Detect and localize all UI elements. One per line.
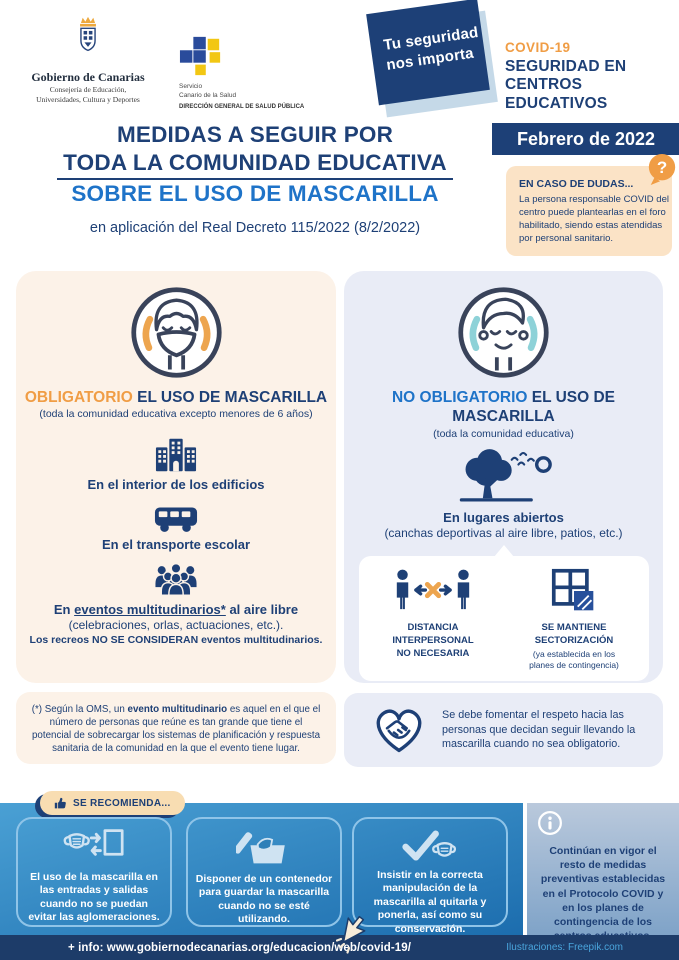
open-places-label: En lugares abiertos bbox=[443, 509, 564, 525]
footnote-post: es aquel en el que el número de personas… bbox=[31, 704, 321, 755]
not-mandatory-column: NO OBLIGATORIO EL USO DE MASCARILLA (tod… bbox=[344, 271, 663, 683]
se-recomienda-label: SE RECOMIENDA... bbox=[73, 797, 171, 809]
masked-face-icon bbox=[130, 287, 222, 378]
mandatory-item-transport: En el transporte escolar bbox=[101, 536, 251, 552]
doubts-body: La persona responsable COVID del centro … bbox=[519, 194, 669, 244]
protocol-info-text: Continúan en vigor el resto de medidas p… bbox=[540, 845, 666, 942]
health-logo-line1: Servicio bbox=[179, 83, 203, 90]
not-mandatory-accent: NO OBLIGATORIO bbox=[391, 389, 528, 406]
recommendation-box-handling: Insistir en la correcta manipulación de … bbox=[352, 817, 508, 935]
gov-logo-subtitle-2: Universidades, Cultura y Deportes bbox=[36, 94, 140, 104]
gov-logo-subtitle-1: Consejería de Educación, bbox=[49, 85, 127, 94]
distance-not-needed-icon bbox=[396, 569, 470, 609]
open-places-note: (canchas deportivas al aire libre, patio… bbox=[384, 525, 623, 540]
mandatory-heading: OBLIGATORIO EL USO DE MASCARILLA (toda l… bbox=[25, 388, 327, 422]
page-title: MEDIDAS A SEGUIR POR TODA LA COMUNIDAD E… bbox=[25, 121, 485, 236]
date-badge: Febrero de 2022 bbox=[492, 123, 679, 155]
mask-handling-check-icon bbox=[402, 830, 457, 861]
footer-info-link[interactable]: + info: www.gobiernodecanarias.org/educa… bbox=[68, 941, 412, 954]
footnote-pre: (*) Según la OMS, un bbox=[31, 704, 128, 715]
handshake-heart-icon bbox=[376, 709, 422, 753]
sectorization-title: SE MANTIENE SECTORIZACIÓN bbox=[534, 621, 614, 646]
not-mandatory-heading: NO OBLIGATORIO EL USO DE MASCARILLA (tod… bbox=[344, 388, 663, 441]
doubts-title: EN CASO DE DUDAS... bbox=[519, 178, 634, 190]
mask-entry-exit-icon bbox=[63, 829, 124, 856]
no-distance-sectorization-panel: DISTANCIA INTERPERSONAL NO NECESARIA SE … bbox=[358, 544, 649, 681]
school-bus-icon bbox=[154, 507, 198, 532]
mandatory-heading-rest: EL USO DE MASCARILLA bbox=[132, 389, 328, 406]
protocol-info-panel: Continúan en vigor el resto de medidas p… bbox=[523, 803, 679, 942]
recommendation-text-1: El uso de la mascarilla en las entradas … bbox=[28, 871, 160, 924]
gov-logo-title: Gobierno de Canarias bbox=[31, 70, 145, 84]
events-line1-underlined: eventos multitudinarios* bbox=[74, 601, 226, 617]
title-line2: TODA LA COMUNIDAD EDUCATIVA bbox=[57, 149, 453, 180]
info-icon bbox=[538, 811, 562, 835]
mandatory-events-block: En eventos multitudinarios* al aire libr… bbox=[30, 602, 323, 648]
health-logo-line3: DIRECCIÓN GENERAL DE SALUD PÚBLICA bbox=[179, 103, 305, 110]
events-line2: (celebraciones, orlas, actuaciones, etc.… bbox=[68, 618, 284, 633]
title-line1: MEDIDAS A SEGUIR POR bbox=[116, 122, 394, 147]
not-mandatory-heading-rest: EL USO DE MASCARILLA bbox=[452, 389, 616, 426]
respect-box: Se debe fomentar el respeto hacia las pe… bbox=[344, 693, 663, 767]
salud-cross-icon bbox=[179, 36, 221, 76]
servicio-canario-salud-logo: Servicio Canario de la Salud DIRECCIÓN G… bbox=[179, 34, 305, 111]
recommendation-text-2: Disponer de un contenedor para guardar l… bbox=[195, 873, 333, 926]
question-bubble-icon: ? bbox=[648, 154, 676, 186]
recommendation-box-container: Disponer de un contenedor para guardar l… bbox=[186, 817, 342, 927]
recommendations-band: SE RECOMIENDA... El uso de la bbox=[0, 791, 679, 942]
covid-line2: CENTROS EDUCATIVOS bbox=[505, 76, 608, 112]
footer-credits: Ilustraciones: Freepik.com bbox=[506, 942, 623, 953]
mandatory-note: (toda la comunidad educativa excepto men… bbox=[39, 408, 313, 421]
events-line1-post: al aire libre bbox=[225, 601, 299, 617]
health-logo-line2: Canario de la Salud bbox=[179, 91, 237, 99]
tree-outdoors-icon bbox=[459, 449, 552, 502]
events-line3: Los recreos NO SE CONSIDERAN eventos mul… bbox=[29, 633, 323, 646]
crowd-icon bbox=[155, 563, 197, 596]
oms-footnote-box: (*) Según la OMS, un evento multitudinar… bbox=[16, 692, 336, 764]
distance-title: DISTANCIA INTERPERSONAL NO NECESARIA bbox=[392, 621, 474, 659]
building-icon bbox=[155, 438, 197, 471]
canarias-crest-icon bbox=[80, 16, 96, 52]
footnote-bold: evento multitudinario bbox=[127, 704, 228, 715]
title-subtitle: en aplicación del Real Decreto 115/2022 … bbox=[89, 219, 421, 236]
mask-container-icon bbox=[236, 832, 285, 864]
mandatory-item-buildings: En el interior de los edificios bbox=[87, 476, 265, 492]
sectorization-note: (ya establecida en los planes de conting… bbox=[529, 648, 619, 670]
window-sectorization-icon bbox=[551, 568, 594, 611]
mandatory-accent: OBLIGATORIO bbox=[24, 389, 133, 406]
cursor-click-icon bbox=[336, 915, 366, 954]
mandatory-column: OBLIGATORIO EL USO DE MASCARILLA (toda l… bbox=[16, 271, 336, 683]
recommendation-box-entries: El uso de la mascarilla en las entradas … bbox=[16, 817, 172, 927]
doubts-box: ? EN CASO DE DUDAS... La persona respons… bbox=[506, 154, 676, 256]
covid-header-block: COVID-19 SEGURIDAD EN CENTROS EDUCATIVOS bbox=[505, 40, 675, 129]
seguridad-badge: Tu seguridad nos importa bbox=[366, 0, 490, 106]
gobierno-canarias-logo: Gobierno de Canarias Consejería de Educa… bbox=[18, 14, 158, 105]
thumbs-up-icon bbox=[54, 797, 66, 808]
covid-label: COVID-19 bbox=[505, 40, 571, 55]
not-mandatory-note: (toda la comunidad educativa) bbox=[433, 427, 574, 440]
se-recomienda-tab: SE RECOMIENDA... bbox=[40, 791, 185, 815]
title-line3: SOBRE EL USO DE MASCARILLA bbox=[71, 180, 439, 206]
unmasked-face-icon bbox=[458, 287, 549, 378]
events-line1-pre: En bbox=[53, 601, 75, 617]
sectorization-item: SE MANTIENE SECTORIZACIÓN (ya establecid… bbox=[504, 568, 645, 671]
respect-text: Se debe fomentar el respeto hacia las pe… bbox=[442, 709, 636, 751]
covid-line1: SEGURIDAD EN bbox=[505, 58, 627, 75]
recommendation-text-3: Insistir en la correcta manipulación de … bbox=[373, 869, 487, 935]
question-mark: ? bbox=[657, 158, 667, 177]
distance-item: DISTANCIA INTERPERSONAL NO NECESARIA bbox=[363, 568, 504, 671]
